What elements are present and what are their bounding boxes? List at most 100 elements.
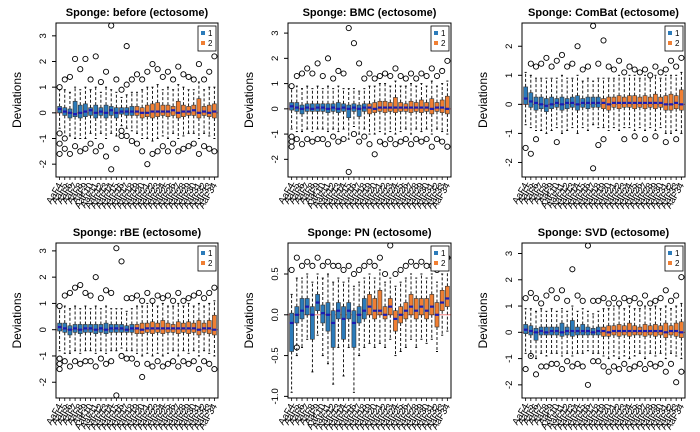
box-AaF30 [190,292,197,365]
outlier-point [553,57,560,64]
box-AaF20 [371,262,378,348]
legend: 12 [430,245,450,272]
outlier-point [361,75,368,82]
outlier-point [636,69,643,76]
box-AaF5 [293,254,300,357]
outlier-point [82,289,89,296]
box-AaF8 [309,70,316,145]
outlier-point [180,358,187,365]
outlier-point [407,70,415,77]
outlier-point [662,287,669,294]
box-AaF18 [361,262,368,348]
legend-label: 1 [208,249,213,258]
box-iqr [196,98,202,119]
outlier-point [433,72,441,80]
box-AaF34 [444,57,451,150]
box-iqr [424,298,429,320]
outlier-point [413,136,420,143]
outlier-point [87,358,94,365]
outlier-point [356,138,363,145]
outlier-point [413,262,420,269]
box-AaF11 [324,258,332,365]
outlier-point [56,360,63,367]
outlier-point [600,37,607,44]
outlier-point [402,75,409,82]
outlier-point [595,358,602,365]
box-AaF11 [324,55,332,148]
outlier-point [144,360,151,367]
box-AaF25 [631,66,638,140]
outlier-point [66,363,73,370]
outlier-point [56,140,63,147]
outlier-point [108,22,115,29]
outlier-point [392,270,399,278]
box-iqr [289,312,294,352]
outlier-point [170,140,177,147]
box-AaF32 [433,72,441,143]
outlier-point [621,69,628,76]
box-AaF24 [159,73,166,150]
box-iqr [549,96,554,110]
box-AaF29 [185,295,192,367]
box-AaF9 [548,287,555,367]
box-iqr [325,302,331,332]
outlier-point [201,295,208,302]
outlier-point [309,138,316,145]
outlier-point [345,24,352,32]
outlier-point [304,258,311,265]
outlier-point [605,368,612,375]
outlier-point [288,133,295,140]
outlier-point [657,295,664,302]
box-iqr [570,320,575,337]
box-AaF20 [139,297,146,381]
box-AaF20 [371,75,378,158]
outlier-point [402,136,409,143]
outlier-point [123,132,130,139]
box-iqr [206,104,212,117]
box-AaF15 [579,297,586,370]
y-tick-label: 0 [38,327,49,332]
outlier-point [190,292,197,299]
box-iqr [103,322,109,334]
outlier-point [397,266,404,273]
box-AaF22 [382,270,389,348]
box-iqr [439,290,445,312]
box-iqr [377,290,383,316]
outlier-point [350,131,357,138]
outlier-point [190,140,197,147]
y-tick-label: -0.5 [270,347,281,363]
outlier-point [97,143,104,150]
outlier-point [102,360,110,367]
outlier-point [128,138,135,145]
y-tick-label: 1 [270,81,281,86]
box-AaF21 [610,295,617,370]
box-iqr [663,322,669,338]
box-AaF7 [538,60,545,132]
box-AaF9 [82,55,89,152]
outlier-point [118,132,125,139]
y-tick-label: 0.0 [270,308,281,321]
box-AaF16 [584,63,591,132]
legend-label: 1 [675,249,680,258]
box-AaF34 [211,284,218,373]
outlier-point [595,297,602,304]
outlier-point [564,358,571,365]
box-AaF21 [610,66,617,129]
outlier-point [211,284,218,291]
legend-box [197,245,217,272]
box-AaF32 [201,295,208,365]
legend: 12 [664,245,684,272]
outlier-point [678,54,685,61]
outlier-point [413,75,420,82]
box-iqr [393,310,398,332]
outlier-point [309,262,316,269]
y-tick-label: -1 [38,352,49,360]
outlier-point [366,70,373,77]
box-AaF13 [102,68,110,160]
outlier-point [387,242,394,249]
outlier-point [538,300,545,307]
outlier-point [626,63,633,70]
panel-1: Sponge: before (ectosome) Deviations -2 -1 0… [10,7,220,211]
outlier-point [667,297,675,304]
box-AaF23 [387,242,394,340]
